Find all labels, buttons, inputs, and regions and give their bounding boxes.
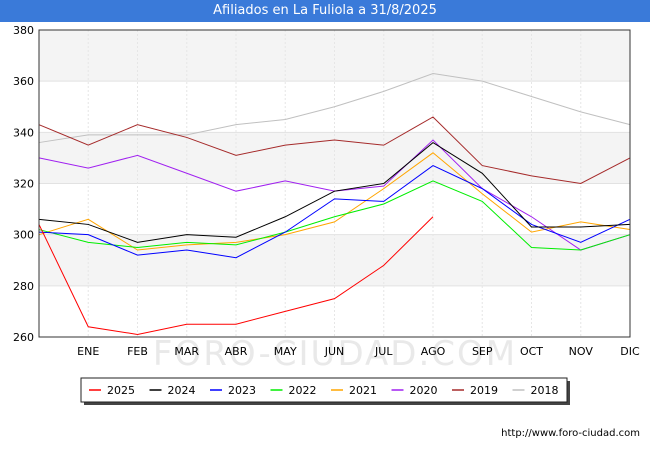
legend-label-2024: 2024 [168,384,196,397]
x-tick-label: ABR [225,345,248,358]
legend-label-2022: 2022 [289,384,317,397]
line-chart: FORO-CIUDAD.COM 260 280 300 320 340 360 380 EN… [13,24,640,405]
y-tick-label: 380 [13,24,34,37]
x-tick-label: SEP [472,345,493,358]
y-tick-label: 260 [13,331,34,344]
x-tick-label: JUN [324,345,345,358]
x-tick-label: ENE [77,345,99,358]
series-line-2025 [38,216,434,335]
series-line-2018 [38,72,631,144]
x-tick-label: NOV [569,345,594,358]
watermark: FORO-CIUDAD.COM [153,334,517,374]
x-tick-label: FEB [127,345,148,358]
legend-label-2020: 2020 [410,384,438,397]
series-line-2023 [38,165,631,259]
y-tick-label: 300 [13,229,34,242]
x-tick-label: OCT [520,345,543,358]
legend-box [80,377,568,403]
series-lines [38,72,631,335]
x-tick-label: DIC [620,345,640,358]
y-tick-label: 280 [13,280,34,293]
y-tick-label: 340 [13,126,34,139]
x-tick-label: MAR [174,345,199,358]
x-tick-label: JUL [374,345,393,358]
series-line-2024 [38,141,631,243]
x-tick-label: MAY [274,345,297,358]
legend-label-2023: 2023 [228,384,256,397]
source-credit: http://www.foro-ciudad.com [501,428,640,439]
y-axis-labels: 260 280 300 320 340 360 380 [13,24,34,344]
legend-label-2025: 2025 [107,384,135,397]
legend-label-2018: 2018 [531,384,559,397]
series-line-2019 [38,116,631,185]
x-tick-label: AGO [421,345,446,358]
chart-title: Afiliados en La Fuliola a 31/8/2025 [0,0,650,22]
legend-label-2021: 2021 [349,384,377,397]
x-axis-labels: ENE FEB MAR ABR MAY JUN JUL AGO SEP OCT NOV DIC [77,345,640,358]
y-tick-label: 360 [13,75,34,88]
series-line-2021 [38,152,631,251]
y-tick-label: 320 [13,178,34,191]
legend: 2025 2024 2023 2022 2021 2020 2019 2018 [80,377,570,405]
series-line-2022 [38,180,631,251]
plot-frame [38,29,631,338]
legend-label-2019: 2019 [470,384,498,397]
